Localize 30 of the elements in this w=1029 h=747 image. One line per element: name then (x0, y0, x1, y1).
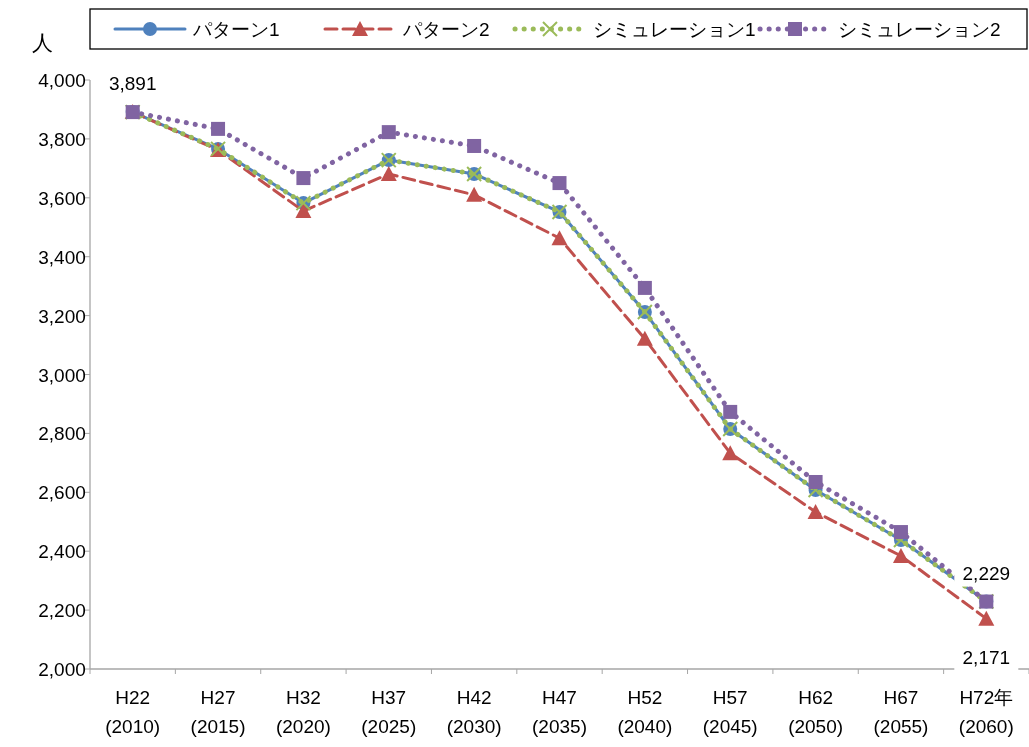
x-tick-label: H57 (2045) (702, 687, 758, 737)
x-tick-label: H62 (2050) (788, 687, 844, 737)
y-tick-label: 2,600 (38, 482, 86, 504)
y-tick-label: 3,600 (38, 187, 86, 209)
legend-label: シミュレーション2 (838, 19, 1001, 40)
y-tick-label: 3,400 (38, 246, 86, 268)
y-axis-title: 人 (31, 31, 53, 54)
annotation: 3,891 (108, 73, 157, 95)
y-tick-label: 2,200 (38, 600, 86, 622)
y-tick-label: 2,400 (38, 541, 86, 563)
x-tick-label: H37 (2025) (361, 687, 417, 737)
legend-label: シミュレーション1 (593, 19, 756, 40)
x-tick-label: H27 (2015) (190, 687, 246, 737)
y-tick-label: 3,200 (38, 305, 86, 327)
x-tick-label: H72年 (2060) (958, 687, 1014, 737)
y-tick-label: 4,000 (38, 70, 86, 91)
annotation: 2,171 (962, 646, 1011, 668)
x-tick-label: H67 (2055) (873, 687, 929, 737)
legend-label: パターン1 (192, 19, 280, 40)
y-tick-label: 3,000 (38, 364, 86, 386)
legend-label: パターン2 (402, 19, 490, 40)
y-tick-label: 2,800 (38, 423, 86, 445)
x-tick-label: H42 (2030) (446, 687, 502, 737)
x-tick-label: H32 (2020) (275, 687, 331, 737)
annotation: 2,229 (962, 562, 1011, 584)
y-tick-label: 2,000 (38, 659, 86, 680)
x-tick-label: H47 (2035) (532, 687, 587, 737)
y-tick-label: 3,800 (38, 128, 86, 150)
x-tick-label: H22 (2010) (105, 687, 161, 737)
x-tick-label: H52 (2040) (617, 687, 673, 737)
